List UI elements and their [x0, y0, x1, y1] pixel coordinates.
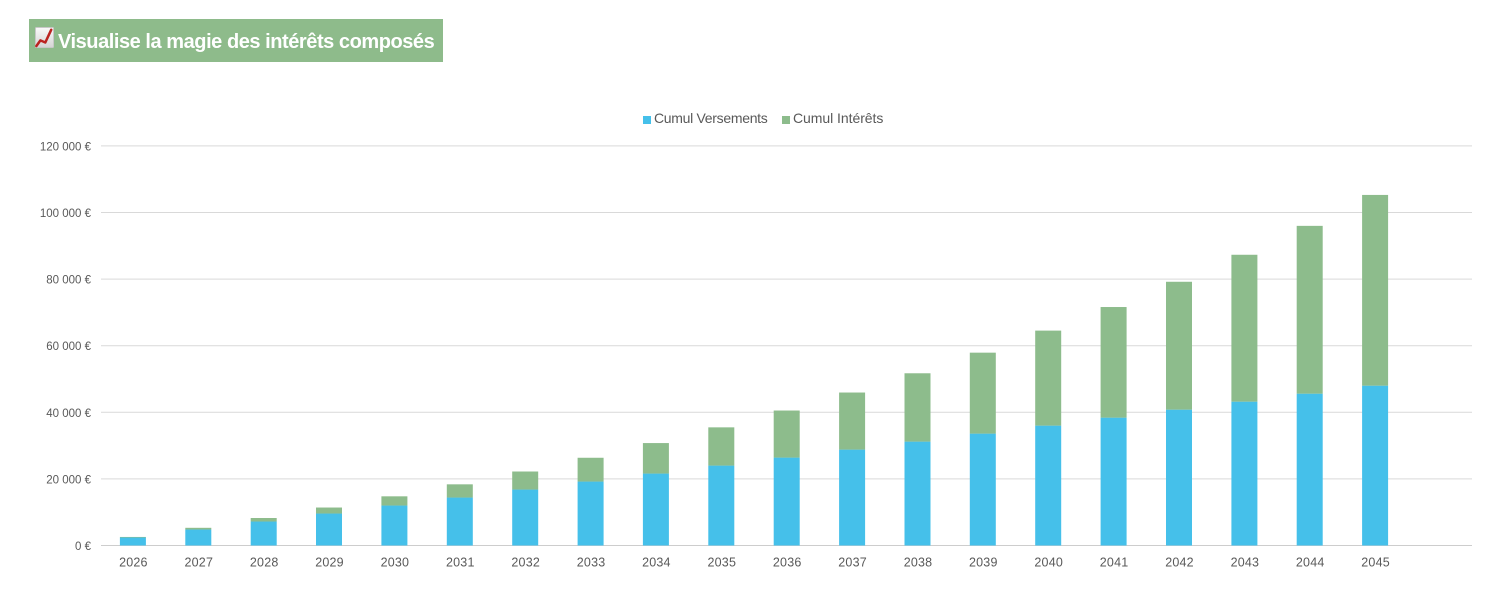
svg-text:2044: 2044 [1296, 555, 1325, 569]
svg-text:60 000 €: 60 000 € [46, 341, 91, 353]
svg-text:2037: 2037 [838, 555, 867, 569]
svg-text:20 000 €: 20 000 € [46, 474, 91, 486]
svg-text:2034: 2034 [642, 555, 671, 569]
svg-text:120 000 €: 120 000 € [40, 141, 92, 153]
svg-text:0 €: 0 € [75, 541, 92, 553]
svg-text:2038: 2038 [904, 555, 933, 569]
svg-text:2031: 2031 [446, 555, 475, 569]
svg-text:2042: 2042 [1165, 555, 1194, 569]
svg-text:2028: 2028 [250, 555, 279, 569]
svg-text:40 000 €: 40 000 € [46, 408, 91, 420]
svg-text:2043: 2043 [1231, 555, 1260, 569]
svg-text:2040: 2040 [1034, 555, 1063, 569]
svg-text:2036: 2036 [773, 555, 802, 569]
svg-text:2030: 2030 [381, 555, 410, 569]
svg-text:2035: 2035 [707, 555, 736, 569]
svg-text:2029: 2029 [315, 555, 344, 569]
svg-text:80 000 €: 80 000 € [46, 275, 91, 287]
svg-text:2027: 2027 [184, 555, 213, 569]
svg-text:2033: 2033 [577, 555, 606, 569]
svg-text:2045: 2045 [1361, 555, 1390, 569]
svg-text:2026: 2026 [119, 555, 148, 569]
svg-text:2032: 2032 [511, 555, 540, 569]
svg-text:2041: 2041 [1100, 555, 1129, 569]
svg-text:2039: 2039 [969, 555, 998, 569]
svg-text:100 000 €: 100 000 € [40, 208, 92, 220]
